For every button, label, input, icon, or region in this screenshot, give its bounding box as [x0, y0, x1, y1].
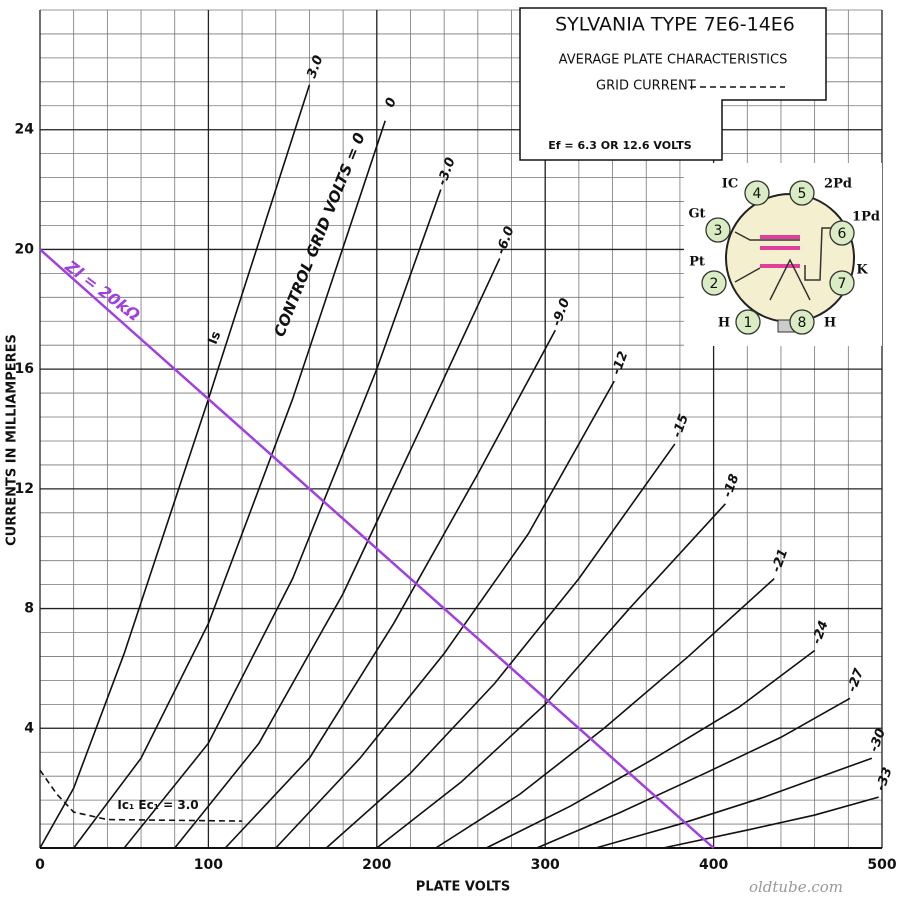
tube-element — [760, 235, 800, 239]
y-tick-label: 16 — [15, 361, 34, 377]
grid-current-label: Ic₁ Ec₁ = 3.0 — [117, 798, 198, 812]
grid — [39, 9, 883, 849]
curve-label: -18 — [720, 472, 742, 499]
grid-current-curve — [39, 769, 243, 822]
pin — [789, 180, 815, 206]
x-tick-label: 0 — [35, 857, 45, 873]
chart-title: SYLVANIA TYPE 7E6-14E6 — [555, 14, 795, 36]
load-line — [39, 248, 715, 849]
pin-label: IC — [722, 177, 738, 192]
x-axis-label: PLATE VOLTS — [416, 880, 510, 895]
annotation: Is — [206, 329, 225, 347]
curve — [435, 578, 775, 849]
y-tick-label: 20 — [15, 241, 35, 257]
y-tick-label: 12 — [15, 481, 34, 497]
pin-label: H — [718, 316, 730, 331]
y-tick-label: 4 — [24, 720, 34, 736]
pin — [789, 309, 815, 335]
x-tick-label: 500 — [867, 857, 896, 873]
curve — [662, 796, 879, 849]
curve — [224, 329, 557, 849]
pin-label: K — [856, 263, 868, 278]
curve-label: -6.0 — [494, 224, 518, 256]
title-box — [519, 7, 827, 161]
pin-number: 8 — [798, 315, 807, 331]
curve — [376, 503, 726, 849]
x-tick-label: 300 — [531, 857, 560, 873]
pin — [829, 220, 855, 246]
tube-element — [760, 246, 800, 250]
curve — [174, 258, 501, 849]
pin-label: 1Pd — [852, 210, 880, 225]
pin-label: H — [824, 316, 836, 331]
legend-label: GRID CURRENT — [596, 79, 696, 94]
curve — [73, 120, 386, 849]
curve-label: -9.0 — [549, 296, 573, 328]
plot: 3.00-3.0-6.0-9.0-12-15-18-21-24-27-30-33… — [39, 53, 896, 849]
pin-label: Pt — [689, 255, 705, 270]
x-tick-label: 400 — [699, 857, 728, 873]
curve-label: -3.0 — [435, 156, 459, 188]
tube-wiring — [734, 227, 842, 301]
curve-label: -33 — [874, 766, 896, 793]
pin-number: 3 — [714, 223, 723, 239]
pin-number: 2 — [710, 276, 719, 292]
curve — [595, 757, 873, 849]
heater-note: Ef = 6.3 OR 12.6 VOLTS — [548, 139, 691, 152]
pin — [829, 270, 855, 296]
base-circle — [725, 193, 855, 323]
curve-label: -15 — [670, 412, 692, 439]
pin-number: 6 — [838, 226, 847, 242]
pin-number: 7 — [838, 276, 847, 292]
x-tick-label: 200 — [362, 857, 391, 873]
curve — [123, 189, 442, 849]
x-tick-label: 100 — [194, 857, 223, 873]
pin — [744, 180, 770, 206]
y-tick-label: 8 — [24, 601, 34, 617]
pin — [705, 217, 731, 243]
pin — [701, 270, 727, 296]
y-axis-label: CURRENTS IN MILLIAMPERES — [5, 334, 20, 546]
curve — [485, 649, 816, 849]
curve-label: -30 — [867, 727, 889, 754]
curve — [536, 697, 851, 849]
y-tick-label: 24 — [15, 122, 35, 138]
curve — [325, 443, 676, 849]
curve-label: 3.0 — [304, 53, 326, 80]
curve-label: -24 — [810, 619, 832, 646]
pin-number: 1 — [744, 315, 753, 331]
curve — [39, 84, 311, 849]
pin-number: 5 — [798, 186, 807, 202]
tube-element — [760, 264, 800, 268]
chart-subtitle: AVERAGE PLATE CHARACTERISTICS — [559, 53, 788, 68]
curve-label: -21 — [769, 547, 791, 574]
curve — [275, 380, 615, 849]
pin-label: Gt — [688, 207, 705, 222]
pin — [735, 309, 761, 335]
pin-number: 4 — [753, 186, 762, 202]
pin-label: 2Pd — [824, 177, 852, 192]
curve-label: 0 — [383, 96, 400, 110]
watermark: oldtube.com — [749, 878, 843, 896]
